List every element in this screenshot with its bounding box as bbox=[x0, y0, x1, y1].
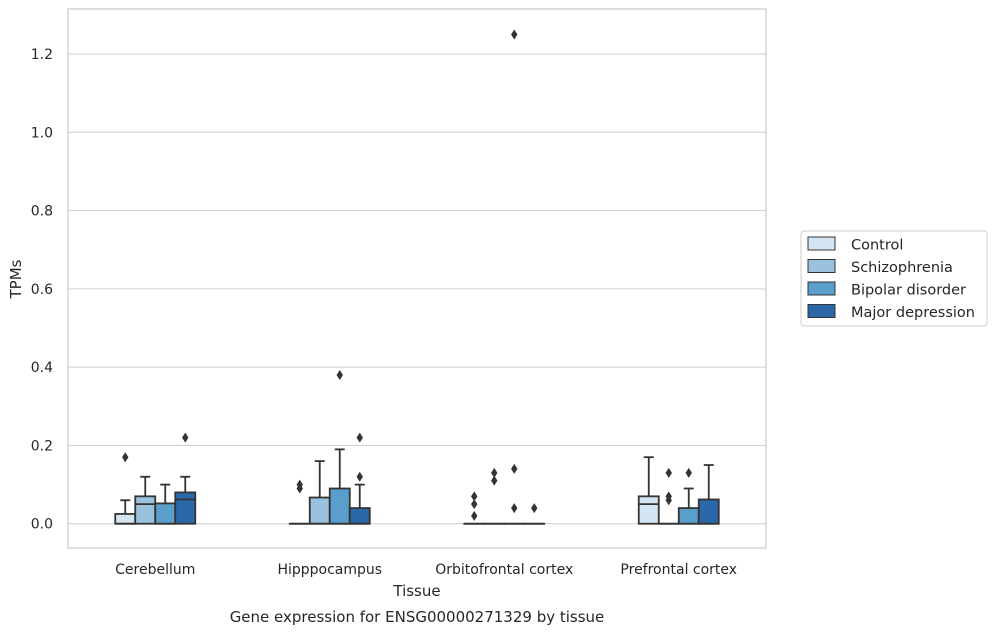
outlier-point bbox=[296, 479, 303, 490]
box-groups bbox=[114, 29, 720, 525]
box bbox=[308, 460, 331, 525]
y-axis-label: TPMs bbox=[7, 259, 25, 299]
outlier-point bbox=[471, 499, 478, 510]
legend: Control Schizophrenia Bipolar disorder Majo… bbox=[800, 230, 988, 327]
box bbox=[154, 483, 177, 525]
x-tick-label: Hipppocampus bbox=[277, 562, 382, 578]
plot-area-frame bbox=[67, 8, 767, 549]
outlier-point bbox=[356, 471, 363, 482]
outlier-point bbox=[665, 467, 672, 478]
box bbox=[697, 464, 720, 525]
legend-label: Schizophrenia bbox=[851, 260, 953, 276]
box-body bbox=[328, 487, 351, 525]
y-tick-labels: 0.0 0.2 0.4 0.6 0.8 1.0 1.2 bbox=[31, 47, 53, 533]
legend-label: Major depression bbox=[851, 305, 975, 321]
y-tick-label: 0.6 bbox=[31, 282, 53, 298]
box-body bbox=[677, 507, 700, 525]
outlier-point bbox=[471, 491, 478, 502]
box bbox=[503, 29, 526, 525]
box-body bbox=[154, 502, 177, 525]
legend-label: Bipolar disorder bbox=[851, 283, 966, 299]
box-body bbox=[134, 495, 157, 525]
y-tick-label: 0.2 bbox=[31, 438, 53, 454]
outlier-point bbox=[511, 503, 518, 514]
y-tick-label: 0.0 bbox=[31, 517, 53, 533]
legend-frame bbox=[800, 230, 988, 327]
box bbox=[134, 475, 157, 525]
outlier-point bbox=[356, 432, 363, 443]
chart-caption: Gene expression for ENSG00000271329 by t… bbox=[230, 608, 605, 626]
outlier-point bbox=[511, 463, 518, 474]
legend-swatch bbox=[807, 236, 836, 251]
outlier-point bbox=[182, 432, 189, 443]
category-group bbox=[463, 29, 546, 525]
y-tick-label: 0.4 bbox=[31, 360, 53, 376]
outlier-point bbox=[122, 452, 129, 463]
outlier-point bbox=[665, 491, 672, 502]
box-body bbox=[308, 496, 331, 525]
box-body bbox=[174, 491, 197, 525]
box-body bbox=[114, 513, 137, 525]
box bbox=[114, 452, 137, 525]
category-group bbox=[114, 432, 197, 525]
outlier-point bbox=[491, 475, 498, 486]
box bbox=[328, 369, 351, 525]
outlier-point bbox=[471, 510, 478, 521]
box bbox=[174, 432, 197, 525]
x-axis-label: Tissue bbox=[392, 582, 440, 600]
outlier-point bbox=[491, 467, 498, 478]
box bbox=[288, 479, 311, 525]
x-tick-label: Prefrontal cortex bbox=[620, 562, 737, 578]
box bbox=[657, 467, 680, 525]
outlier-point bbox=[685, 467, 692, 478]
x-tick-labels: Cerebellum Hipppocampus Orbitofrontal cort… bbox=[115, 562, 737, 578]
box-body bbox=[637, 495, 660, 525]
y-tick-label: 1.0 bbox=[31, 125, 53, 141]
category-group bbox=[288, 369, 371, 525]
outlier-point bbox=[336, 369, 343, 380]
box-body bbox=[697, 498, 720, 525]
y-tick-label: 0.8 bbox=[31, 204, 53, 220]
outlier-point bbox=[511, 29, 518, 40]
box-body bbox=[348, 507, 371, 525]
box bbox=[483, 467, 506, 525]
legend-label: Control bbox=[851, 238, 903, 254]
box bbox=[463, 491, 486, 525]
category-group bbox=[637, 456, 720, 525]
box bbox=[677, 467, 700, 525]
box bbox=[637, 456, 660, 525]
outlier-point bbox=[531, 503, 538, 514]
legend-swatch bbox=[807, 304, 836, 318]
box bbox=[523, 503, 546, 525]
x-tick-label: Cerebellum bbox=[115, 562, 195, 578]
y-gridlines bbox=[68, 53, 766, 525]
box bbox=[348, 432, 371, 525]
legend-swatch bbox=[807, 259, 836, 273]
legend-swatch bbox=[807, 281, 836, 296]
y-tick-label: 1.2 bbox=[31, 47, 53, 63]
x-tick-label: Orbitofrontal cortex bbox=[435, 562, 573, 578]
